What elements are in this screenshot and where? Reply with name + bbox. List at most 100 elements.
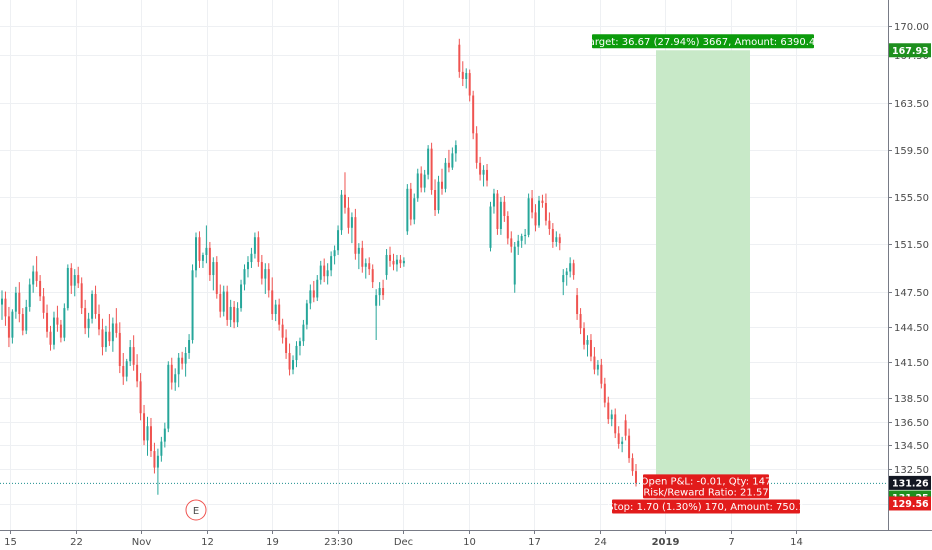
candle [56, 305, 59, 332]
candle [617, 426, 620, 449]
candle-body [14, 292, 17, 312]
candle [382, 279, 385, 300]
candle [66, 264, 69, 311]
candle-body [503, 201, 506, 216]
candle-body [174, 374, 177, 383]
price-axis[interactable]: 170.00167.50163.50159.50155.50151.50147.… [888, 0, 932, 550]
candle [541, 194, 544, 208]
candle-body [548, 220, 551, 229]
candle [416, 168, 419, 202]
candle-body [222, 291, 225, 312]
candle [402, 257, 405, 267]
price-tick-label: 151.50 [894, 240, 929, 251]
candle [305, 299, 308, 330]
candle-body [520, 236, 523, 241]
candle [479, 156, 482, 181]
candle-body [479, 162, 482, 175]
candle [534, 204, 537, 232]
candle-body [323, 265, 326, 277]
candle-body [593, 356, 596, 370]
candle [32, 265, 35, 293]
candle [188, 334, 191, 359]
candle-body [541, 200, 544, 203]
candle-body [423, 174, 426, 188]
candle-body [18, 292, 21, 315]
candle-body [600, 364, 603, 384]
candle [257, 231, 260, 267]
candle-body [7, 316, 10, 338]
candle-body [52, 317, 55, 345]
candle [253, 232, 256, 259]
candle [343, 172, 346, 214]
candle-body [635, 471, 637, 483]
candle [201, 252, 204, 268]
candle [312, 280, 315, 303]
candle [427, 145, 430, 180]
earnings-marker[interactable]: E [185, 499, 207, 521]
candle-body [333, 250, 336, 257]
candle [551, 223, 554, 248]
candle-body [236, 308, 239, 323]
candle [354, 208, 357, 260]
candle-body [84, 308, 87, 329]
candle [451, 147, 454, 170]
candle-body [243, 269, 246, 285]
candle-body [271, 290, 274, 315]
candle-body [46, 312, 49, 332]
candle-body [281, 324, 284, 338]
earnings-marker-circle[interactable] [185, 499, 207, 521]
candle-body [292, 360, 295, 370]
candle [104, 325, 107, 352]
price-tag-last_upper: 131.26 [889, 475, 931, 490]
time-tick-label: 2019 [652, 537, 680, 548]
candle-body [340, 194, 343, 231]
candle [399, 254, 402, 268]
price-tag-stop-bg [889, 496, 931, 511]
candle [163, 422, 166, 448]
time-tick-label: 7 [728, 537, 734, 548]
candle-body [406, 188, 409, 232]
candle-body [233, 306, 236, 323]
candle [98, 304, 101, 336]
candle-body [434, 190, 437, 211]
candle [205, 225, 208, 264]
price-tag-last_upper-bg [889, 475, 931, 490]
candle-body [35, 271, 38, 281]
candle-body [347, 207, 350, 228]
candle [292, 355, 295, 375]
candle [1, 290, 3, 320]
candle [233, 301, 236, 329]
time-axis[interactable]: 15 22 Nov 12 19 23:30 Dec 10 17 24 2019 7 14 [0, 530, 932, 548]
candle-body [49, 331, 52, 345]
time-tick-label: 12 [201, 537, 214, 548]
candle-body [184, 353, 187, 364]
candle-body [56, 317, 59, 325]
candle [333, 245, 336, 265]
candle-body [337, 230, 340, 251]
candle [226, 285, 229, 326]
candle [430, 142, 433, 195]
candle [101, 318, 104, 356]
candle [229, 299, 232, 328]
candle [49, 325, 52, 351]
candle [129, 340, 132, 366]
candle [472, 90, 475, 140]
candle [243, 264, 246, 291]
candle [298, 337, 301, 356]
candle [25, 299, 28, 335]
candle [222, 285, 225, 317]
candle-body [569, 263, 572, 272]
candle-body [246, 262, 249, 270]
candle-body [115, 323, 118, 333]
candle-body [312, 290, 315, 298]
candle [39, 275, 42, 302]
candle [378, 282, 381, 306]
candle-body [42, 296, 45, 313]
candle-body [354, 217, 357, 254]
candle-body [229, 306, 232, 320]
candle-body [631, 458, 634, 472]
time-tick-label: 24 [594, 537, 607, 548]
candle [4, 291, 7, 326]
